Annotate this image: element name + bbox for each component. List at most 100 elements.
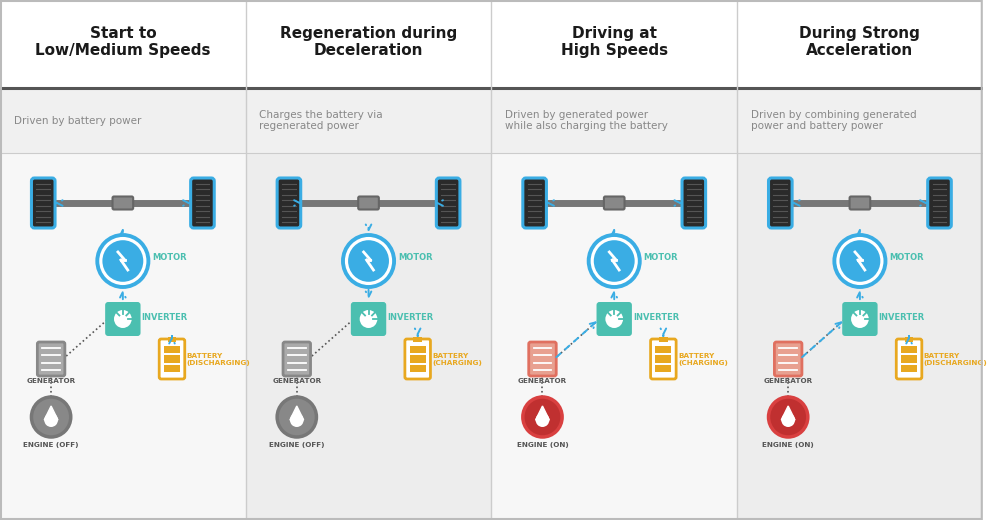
Circle shape [348,240,389,282]
Bar [737,0,983,520]
Text: ENGINE (ON): ENGINE (ON) [762,442,814,448]
Circle shape [97,235,148,287]
Text: INVERTER: INVERTER [879,313,925,321]
Text: MOTOR: MOTOR [398,253,433,262]
Text: Charges the battery via
regenerated power: Charges the battery via regenerated powe… [259,110,383,132]
Circle shape [31,397,71,437]
Text: GENERATOR: GENERATOR [272,378,321,384]
Bar [413,337,422,342]
Circle shape [781,413,795,427]
Bar [491,0,737,88]
Bar [905,337,913,342]
Bar [246,88,491,153]
FancyBboxPatch shape [105,302,141,336]
Circle shape [277,397,316,437]
Bar [901,346,917,353]
Bar [659,337,668,342]
Text: Driving at
High Speeds: Driving at High Speeds [561,26,668,58]
Circle shape [343,235,394,287]
Bar [737,0,983,88]
Bar [491,88,737,153]
Text: GENERATOR: GENERATOR [518,378,567,384]
Circle shape [594,240,635,282]
FancyBboxPatch shape [405,339,430,379]
FancyBboxPatch shape [769,178,792,228]
Text: INVERTER: INVERTER [387,313,433,321]
Bar [0,0,246,88]
Bar [410,355,426,362]
Circle shape [834,235,885,287]
Bar [655,365,671,372]
Text: MOTOR: MOTOR [644,253,678,262]
Circle shape [536,413,549,427]
Text: Driven by battery power: Driven by battery power [14,115,141,125]
FancyBboxPatch shape [113,197,133,210]
Text: Driven by combining generated
power and battery power: Driven by combining generated power and … [751,110,916,132]
FancyBboxPatch shape [159,339,185,379]
FancyBboxPatch shape [896,339,922,379]
FancyBboxPatch shape [436,178,460,228]
Bar [0,0,246,520]
FancyBboxPatch shape [682,178,706,228]
Bar [901,365,917,372]
Circle shape [769,397,808,437]
Text: BATTERY
(CHARGING): BATTERY (CHARGING) [678,353,728,366]
Bar [491,0,737,520]
Text: ENGINE (OFF): ENGINE (OFF) [269,442,325,448]
Circle shape [605,310,623,328]
Circle shape [851,310,869,328]
FancyBboxPatch shape [928,178,951,228]
FancyBboxPatch shape [529,342,556,376]
FancyBboxPatch shape [597,302,632,336]
Bar [410,346,426,353]
FancyBboxPatch shape [191,178,214,228]
Bar [168,337,176,342]
Bar [655,346,671,353]
Text: GENERATOR: GENERATOR [27,378,76,384]
Text: BATTERY
(CHARGING): BATTERY (CHARGING) [432,353,482,366]
Circle shape [589,235,640,287]
Bar [655,355,671,362]
Circle shape [360,310,377,328]
Text: Start to
Low/Medium Speeds: Start to Low/Medium Speeds [35,26,211,58]
Circle shape [839,240,880,282]
FancyBboxPatch shape [842,302,878,336]
FancyBboxPatch shape [850,197,870,210]
Bar [0,88,246,153]
Polygon shape [44,406,58,420]
Circle shape [102,240,143,282]
Polygon shape [290,406,304,420]
Circle shape [114,310,132,328]
Circle shape [523,397,562,437]
Bar [164,346,180,353]
FancyBboxPatch shape [31,178,55,228]
Text: ENGINE (OFF): ENGINE (OFF) [23,442,79,448]
FancyBboxPatch shape [351,302,386,336]
Polygon shape [536,406,549,420]
Text: Driven by generated power
while also charging the battery: Driven by generated power while also cha… [505,110,668,132]
Polygon shape [781,406,795,420]
FancyBboxPatch shape [774,342,802,376]
FancyBboxPatch shape [651,339,676,379]
FancyBboxPatch shape [604,197,625,210]
Bar [164,365,180,372]
FancyBboxPatch shape [277,178,301,228]
Text: GENERATOR: GENERATOR [764,378,813,384]
Text: ENGINE (ON): ENGINE (ON) [517,442,568,448]
Text: Regeneration during
Deceleration: Regeneration during Deceleration [280,26,457,58]
Bar [164,355,180,362]
Text: BATTERY
(DISCHARGING): BATTERY (DISCHARGING) [924,353,988,366]
Text: MOTOR: MOTOR [152,253,187,262]
Text: MOTOR: MOTOR [889,253,924,262]
Text: BATTERY
(DISCHARGING): BATTERY (DISCHARGING) [187,353,250,366]
Circle shape [290,413,304,427]
Bar [410,365,426,372]
Text: INVERTER: INVERTER [142,313,188,321]
Bar [737,88,983,153]
Bar [901,355,917,362]
Text: INVERTER: INVERTER [633,313,679,321]
FancyBboxPatch shape [37,342,65,376]
Bar [246,0,491,88]
Bar [246,0,491,520]
FancyBboxPatch shape [358,197,379,210]
